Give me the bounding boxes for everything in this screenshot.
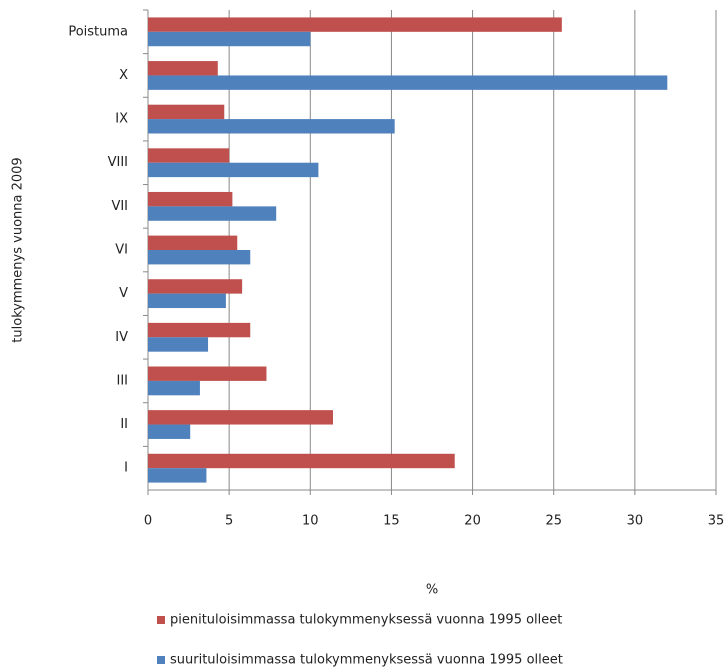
- x-axis-label: %: [426, 583, 438, 598]
- bar: [148, 337, 209, 352]
- bar: [148, 424, 191, 439]
- y-tick-label: Poistuma: [68, 24, 128, 39]
- y-axis-label: tulokymmenys vuonna 2009: [11, 157, 26, 342]
- x-tick-label: 20: [464, 514, 481, 529]
- y-tick-label: VII: [111, 199, 128, 214]
- bar: [148, 250, 251, 265]
- x-tick-label: 10: [302, 514, 319, 529]
- y-tick-label: II: [120, 417, 128, 432]
- bar: [148, 453, 455, 469]
- bar: [148, 235, 238, 250]
- bar: [148, 119, 395, 134]
- bar: [148, 17, 562, 32]
- y-tick-label: IX: [115, 112, 128, 127]
- legend-label: suurituloisimmassa tulokymmenyksessä vuo…: [170, 653, 563, 668]
- x-tick-label: 15: [383, 514, 400, 529]
- bar: [148, 148, 230, 163]
- y-tick-label: VI: [115, 243, 128, 258]
- bar: [148, 31, 311, 47]
- y-tick-label: X: [119, 68, 128, 83]
- x-tick-label: 0: [144, 514, 152, 529]
- y-tick-label: III: [116, 373, 128, 388]
- bar: [148, 366, 267, 381]
- bar: [148, 293, 226, 309]
- bar: [148, 380, 200, 396]
- bar: [148, 61, 218, 76]
- x-tick-label: 5: [225, 514, 233, 529]
- bar: [148, 162, 319, 178]
- x-tick-label: 25: [545, 514, 562, 529]
- y-tick-label: IV: [115, 330, 128, 345]
- y-tick-label: V: [119, 286, 128, 301]
- bar: [148, 322, 251, 338]
- bar: [148, 191, 233, 207]
- x-tick-label: 30: [627, 514, 644, 529]
- bar: [148, 410, 334, 425]
- bar: [148, 279, 243, 294]
- x-tick-label: 35: [708, 514, 725, 529]
- legend-label: pienituloisimmassa tulokymmenyksessä vuo…: [170, 613, 562, 628]
- bar: [148, 75, 668, 90]
- y-tick-label: I: [124, 461, 128, 476]
- bar: [148, 468, 207, 483]
- bar: [148, 104, 225, 120]
- legend-swatch: [157, 616, 165, 624]
- legend-swatch: [157, 656, 165, 664]
- y-tick-label: VIII: [108, 155, 128, 170]
- bar: [148, 206, 277, 221]
